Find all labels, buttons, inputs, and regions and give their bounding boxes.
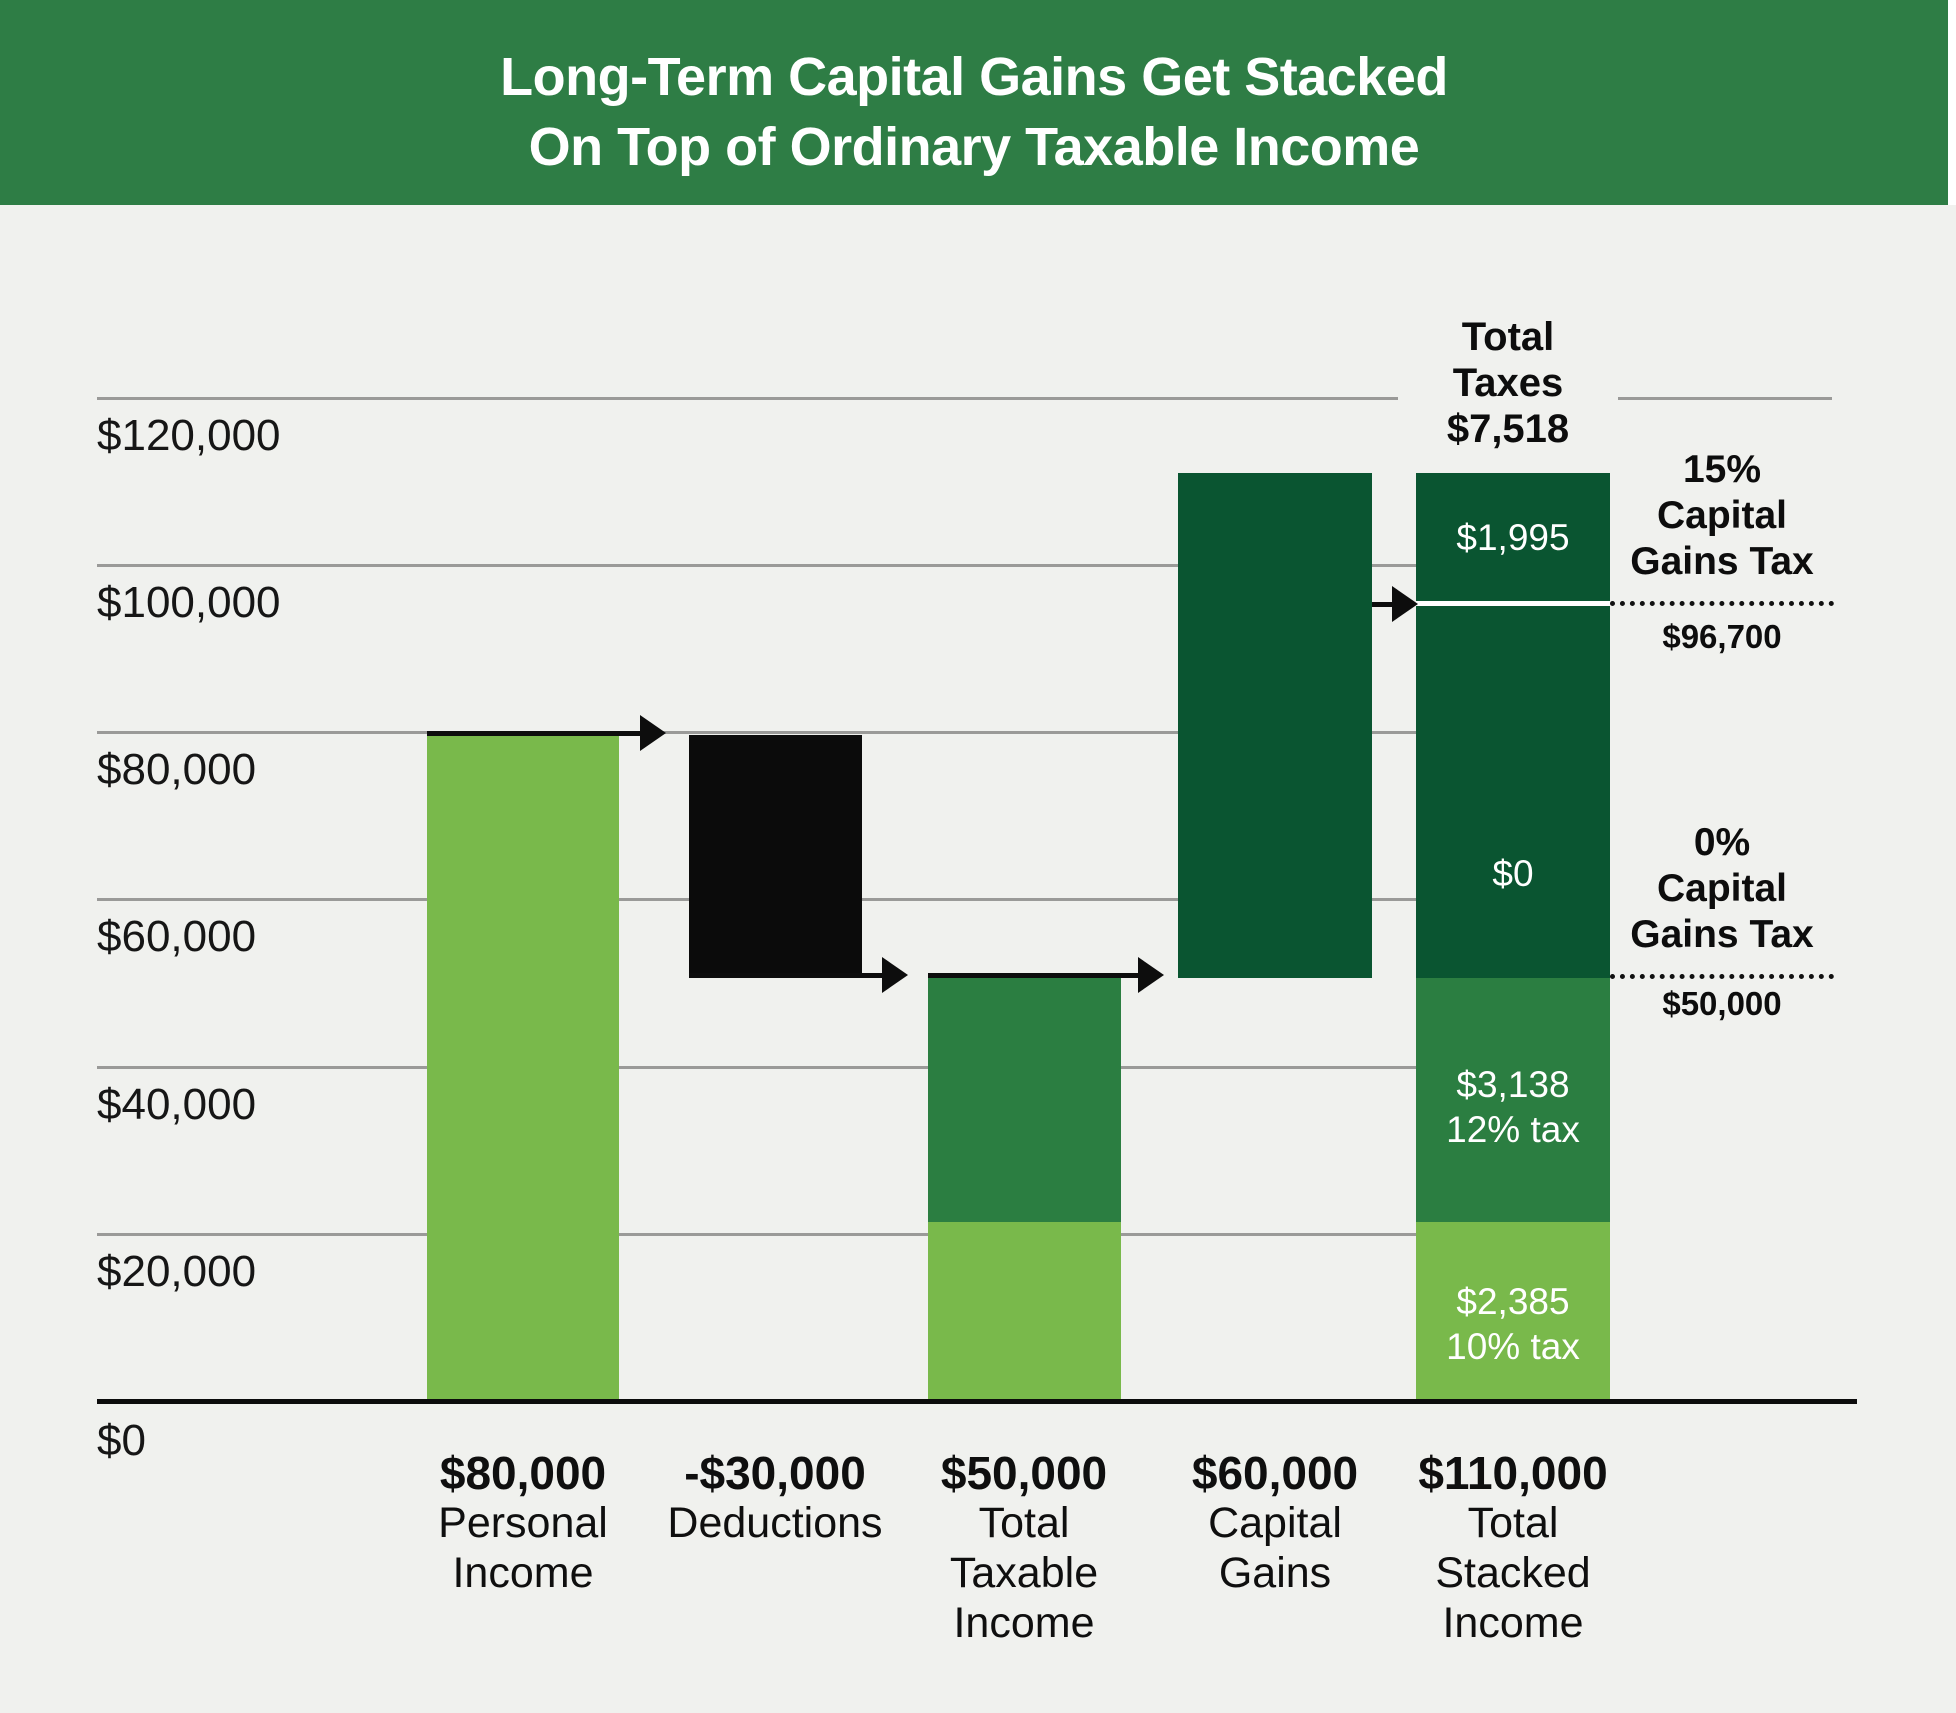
arrow-deductions-to-taxable-head-icon — [882, 957, 908, 993]
cg15-line-2: Capital — [1656, 494, 1788, 537]
total-taxes-line-1: Total — [1461, 315, 1555, 359]
bar-taxable-income-12pct-segment — [928, 978, 1121, 1222]
y-axis-label-100000: $100,000 — [97, 578, 281, 627]
y-axis-label-80000: $80,000 — [97, 745, 257, 794]
cg15-line-3: Gains Tax — [1630, 540, 1814, 583]
stacked-12pct-tax-rate: 12% tax — [1446, 1109, 1580, 1150]
arrow-personal-to-deductions-line — [427, 731, 640, 736]
category-value: -$30,000 — [684, 1447, 866, 1499]
gridline-80000 — [97, 731, 1610, 734]
gridline-20000 — [97, 1233, 1610, 1236]
y-axis-label-0: $0 — [97, 1416, 146, 1465]
y-axis-label-120000: $120,000 — [97, 411, 281, 460]
capital-gains-15pct-label: 15% Capital Gains Tax — [1602, 447, 1842, 585]
gridline-120000 — [97, 397, 1832, 400]
category-line: Income — [953, 1599, 1095, 1647]
stacked-10pct-tax-label: $2,385 10% tax — [1416, 1279, 1610, 1369]
chart-title: Long-Term Capital Gains Get Stacked On T… — [0, 0, 1948, 182]
chart-title-line-2: On Top of Ordinary Taxable Income — [528, 117, 1420, 177]
bar-stacked-0pct-cg-segment — [1416, 606, 1610, 978]
category-label-personal-income: $80,000 Personal Income — [393, 1448, 653, 1598]
x-axis-line — [97, 1399, 1857, 1404]
cg0-line-2: Capital — [1656, 867, 1788, 910]
arrow-taxable-to-gains-line — [928, 973, 1138, 978]
stacked-10pct-tax-amount: $2,385 — [1456, 1281, 1570, 1322]
category-line: Capital — [1208, 1499, 1342, 1547]
bar-deductions — [689, 735, 862, 978]
stacked-12pct-tax-amount: $3,138 — [1456, 1064, 1570, 1105]
category-line: Personal — [438, 1499, 608, 1547]
category-label-deductions: -$30,000 Deductions — [645, 1448, 905, 1548]
category-value: $110,000 — [1418, 1447, 1608, 1499]
y-axis-label-20000: $20,000 — [97, 1247, 257, 1296]
bar-personal-income — [427, 735, 619, 1401]
chart-title-line-1: Long-Term Capital Gains Get Stacked — [500, 47, 1448, 107]
capital-gains-0pct-label: 0% Capital Gains Tax — [1602, 820, 1842, 958]
threshold-50000-dotted-line — [1610, 974, 1834, 979]
stacked-15pct-tax-amount: $1,995 — [1456, 517, 1570, 558]
banner-right-margin — [1948, 0, 1956, 205]
bar-stacked-10pct-segment — [1416, 1222, 1610, 1401]
stacked-bar-divider-line — [1416, 601, 1610, 606]
category-label-stacked-income: $110,000 Total Stacked Income — [1383, 1448, 1643, 1648]
category-value: $60,000 — [1191, 1447, 1359, 1499]
arrow-deductions-to-taxable-line — [689, 973, 882, 978]
category-line: Total — [1467, 1499, 1559, 1547]
arrow-taxable-to-gains-head-icon — [1138, 957, 1164, 993]
bar-taxable-income-10pct-segment — [928, 1222, 1121, 1401]
category-line: Taxable — [949, 1549, 1099, 1597]
category-label-taxable-income: $50,000 Total Taxable Income — [894, 1448, 1154, 1648]
gridline-100000 — [97, 564, 1610, 567]
threshold-96700-dotted-line — [1610, 601, 1834, 606]
category-value: $50,000 — [940, 1447, 1108, 1499]
cg0-line-3: Gains Tax — [1630, 913, 1814, 956]
stacked-10pct-tax-rate: 10% tax — [1446, 1326, 1580, 1367]
category-value: $80,000 — [439, 1447, 607, 1499]
arrow-gains-to-stacked-head-icon — [1392, 586, 1418, 622]
category-line: Total — [978, 1499, 1070, 1547]
category-line: Income — [452, 1549, 594, 1597]
total-taxes-value: $7,518 — [1446, 407, 1570, 451]
y-axis-label-60000: $60,000 — [97, 912, 257, 961]
bar-stacked-12pct-segment — [1416, 978, 1610, 1222]
cg0-line-1: 0% — [1693, 821, 1751, 864]
threshold-96700-value: $96,700 — [1662, 618, 1782, 655]
category-line: Gains — [1218, 1549, 1332, 1597]
category-label-capital-gains: $60,000 Capital Gains — [1145, 1448, 1405, 1598]
category-line: Deductions — [667, 1499, 883, 1547]
total-taxes-line-2: Taxes — [1452, 361, 1564, 405]
stacked-0pct-tax-amount: $0 — [1492, 853, 1534, 894]
total-taxes-label: Total Taxes $7,518 — [1398, 310, 1618, 456]
category-line: Stacked — [1435, 1549, 1591, 1597]
cg15-line-1: 15% — [1682, 448, 1762, 491]
arrow-personal-to-deductions-head-icon — [640, 715, 666, 751]
arrow-gains-to-stacked-line — [1372, 602, 1394, 607]
category-line: Income — [1442, 1599, 1584, 1647]
bar-capital-gains — [1178, 473, 1372, 978]
bar-stacked-15pct-cg-segment — [1416, 473, 1610, 601]
stacked-12pct-tax-label: $3,138 12% tax — [1416, 1062, 1610, 1152]
header-banner — [0, 0, 1948, 205]
y-axis-label-40000: $40,000 — [97, 1080, 257, 1129]
gridline-40000 — [97, 1066, 1610, 1069]
threshold-50000-value: $50,000 — [1662, 985, 1782, 1022]
